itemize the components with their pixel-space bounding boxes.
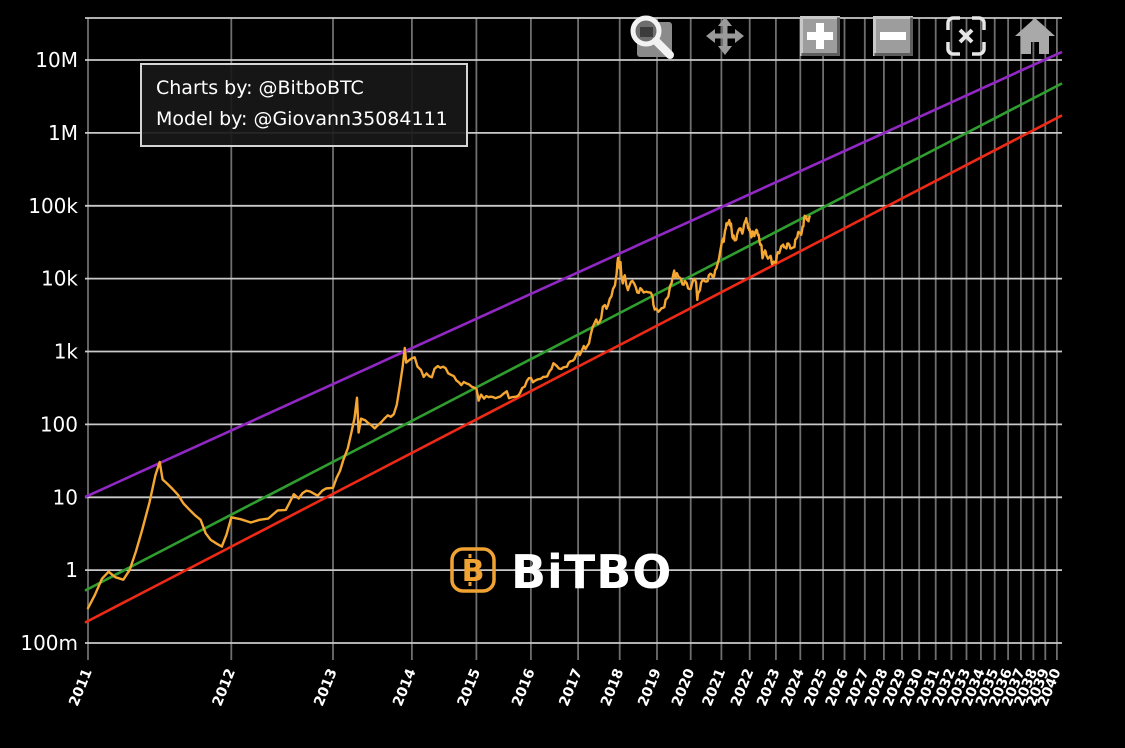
plus-icon: [800, 16, 840, 56]
y-tick-label: 1: [65, 558, 78, 582]
x-tick-label: 2017: [556, 667, 585, 709]
y-tick-label: 100: [40, 412, 78, 436]
magnifier-zoom-icon: [630, 15, 674, 59]
x-tick-label: 2021: [700, 667, 729, 709]
minus-icon: [873, 16, 913, 56]
y-tick-label: 100k: [28, 194, 78, 218]
x-tick-label: 2019: [635, 667, 664, 709]
pan-button[interactable]: [705, 16, 745, 56]
reset-zoom-button[interactable]: [943, 13, 989, 59]
x-tick-label: 2020: [669, 666, 699, 708]
attribution-box: Charts by: @BitboBTC Model by: @Giovann3…: [140, 63, 468, 147]
trend-lines: [84, 50, 1063, 624]
x-tick-label: 2014: [390, 666, 420, 708]
x-tick-label: 2018: [598, 667, 627, 709]
x-tick-label: 2022: [728, 667, 757, 709]
x-tick-label: 2016: [509, 667, 538, 709]
charts-by-label: Charts by: @BitboBTC: [156, 77, 364, 99]
y-axis-labels: 100m 1 10 100 1k 10k 100k 1M 10M: [20, 48, 78, 655]
btc-price-line: [86, 214, 811, 610]
x-tick-label: 2012: [210, 667, 239, 709]
y-tick-label: 10: [53, 485, 78, 509]
trend-line-support: [84, 114, 1063, 624]
bitbo-watermark: B BiTBO: [449, 546, 672, 598]
x-tick-label: 2011: [66, 667, 95, 709]
selection-box-icon: [946, 16, 986, 56]
x-axis-labels: 2011 2012 2013 2014 2015 2016 2017 2018 2019 2020…: [66, 666, 1064, 708]
bitbo-logo-icon: B: [449, 546, 497, 598]
home-icon: [1015, 18, 1055, 54]
x-tick-label: 2015: [455, 667, 484, 709]
y-tick-label: 1k: [54, 340, 79, 364]
x-gridlines: [87, 18, 1058, 660]
svg-text:B: B: [462, 554, 485, 589]
home-button[interactable]: [1013, 15, 1057, 57]
y-tick-label: 100m: [20, 631, 78, 655]
bitbo-wordmark: BiTBO: [511, 545, 673, 599]
trend-line-fair-value: [84, 82, 1063, 592]
x-tick-label: 2013: [311, 667, 340, 709]
zoom-out-button[interactable]: [873, 16, 913, 56]
y-tick-label: 10k: [41, 267, 78, 291]
zoom-rect-button[interactable]: [626, 11, 674, 59]
zoom-in-button[interactable]: [800, 16, 840, 56]
y-tick-label: 10M: [35, 48, 78, 72]
pan-arrows-icon: [706, 17, 744, 55]
model-by-label: Model by: @Giovann35084111: [156, 107, 448, 130]
y-gridlines: [85, 17, 1062, 644]
trend-line-upper-band: [84, 50, 1063, 499]
y-tick-label: 1M: [48, 121, 78, 145]
